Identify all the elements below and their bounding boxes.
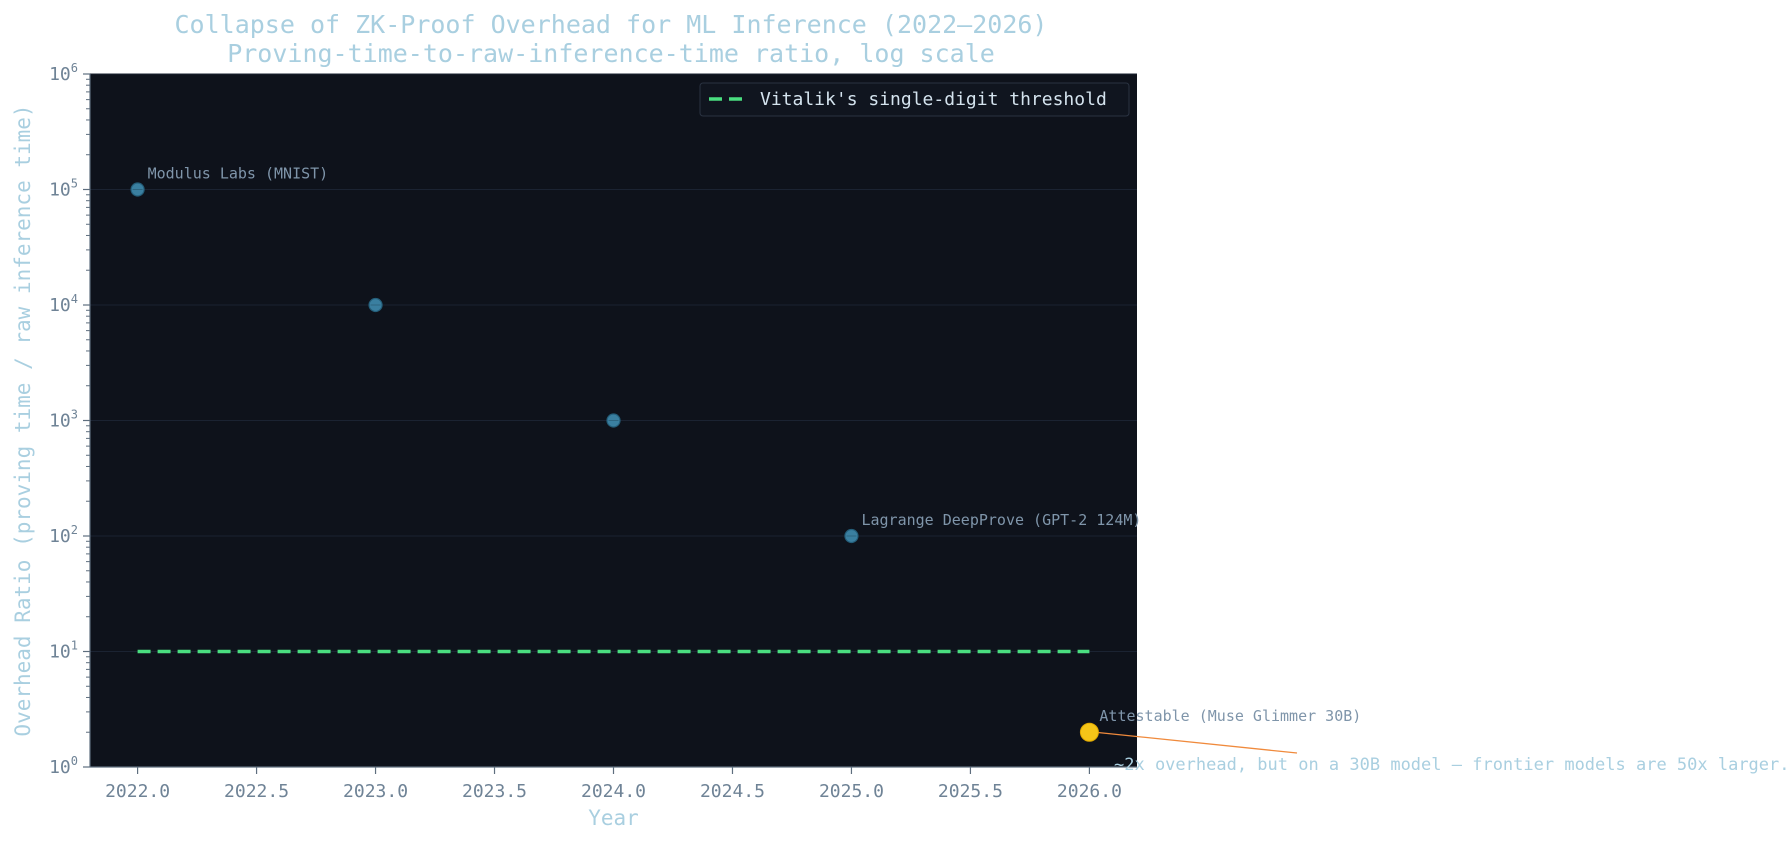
x-axis-label: Year [588,806,639,830]
y-tick-base: 10 [49,411,71,432]
y-tick-label: 102 [49,523,78,547]
y-tick-base: 10 [49,295,71,316]
y-tick-label: 101 [49,639,78,663]
y-tick-exponent: 6 [71,61,78,75]
y-tick-base: 10 [49,180,71,201]
data-points: Modulus Labs (MNIST) Lagrange DeepProve (… [130,165,1361,742]
x-tick-label: 2023.5 [462,781,527,802]
annotation-text: ~2x overhead, but on a 30B model — front… [1114,755,1788,775]
y-tick-base: 10 [49,642,71,663]
x-tick-label: 2023.0 [343,781,408,802]
annotation-arrow [1095,731,1298,754]
legend-label: Vitalik's single-digit threshold [760,89,1107,110]
y-tick-exponent: 0 [71,754,78,768]
y-tick-exponent: 3 [71,408,78,422]
y-tick-exponent: 4 [71,292,78,306]
x-tick-label: 2022.5 [224,781,289,802]
chart-subtitle: Proving-time-to-raw-inference-time ratio… [227,39,995,68]
x-tick-label: 2022.0 [105,781,170,802]
y-tick-base: 10 [49,757,71,778]
y-tick-label: 105 [49,177,78,201]
x-tick-label: 2024.5 [700,781,765,802]
y-tick-label: 106 [49,61,78,85]
y-axis-label: Overhead Ratio (proving time / raw infer… [11,104,35,736]
highlighted-data-point [1079,722,1099,742]
point-label: Attestable (Muse Glimmer 30B) [1099,707,1361,725]
x-tick-label: 2024.0 [581,781,646,802]
point-label: Modulus Labs (MNIST) [148,165,329,183]
annotation-group: ~2x overhead, but on a 30B model — front… [1095,731,1788,775]
x-tick-label: 2025.0 [819,781,884,802]
y-tick-label: 103 [49,408,78,432]
y-tick-label: 104 [49,292,78,316]
y-tick-exponent: 5 [71,177,78,191]
legend: Vitalik's single-digit threshold [699,82,1130,117]
x-tick-label: 2025.5 [938,781,1003,802]
y-tick-label: 100 [49,754,78,778]
axes [83,73,1137,774]
x-tick-label: 2026.0 [1057,781,1122,802]
y-tick-base: 10 [49,526,71,547]
point-label: Lagrange DeepProve (GPT-2 124M) [861,511,1141,529]
y-tick-exponent: 2 [71,523,78,537]
chart-title: Collapse of ZK-Proof Overhead for ML Inf… [175,10,1048,39]
legend-box [699,82,1130,117]
y-tick-base: 10 [49,64,71,85]
y-tick-exponent: 1 [71,639,78,653]
